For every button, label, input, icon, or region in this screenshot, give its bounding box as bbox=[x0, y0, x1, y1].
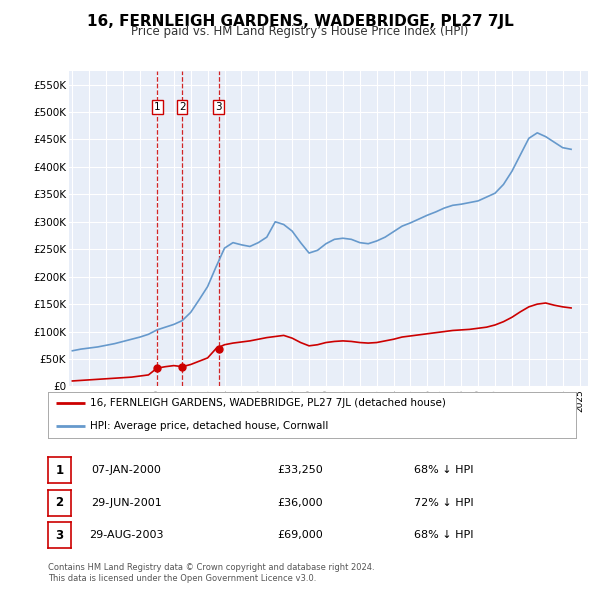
Text: Contains HM Land Registry data © Crown copyright and database right 2024.: Contains HM Land Registry data © Crown c… bbox=[48, 563, 374, 572]
Text: 16, FERNLEIGH GARDENS, WADEBRIDGE, PL27 7JL: 16, FERNLEIGH GARDENS, WADEBRIDGE, PL27 … bbox=[86, 14, 514, 28]
Text: Price paid vs. HM Land Registry’s House Price Index (HPI): Price paid vs. HM Land Registry’s House … bbox=[131, 25, 469, 38]
Text: This data is licensed under the Open Government Licence v3.0.: This data is licensed under the Open Gov… bbox=[48, 574, 316, 583]
Text: £36,000: £36,000 bbox=[277, 498, 323, 507]
Text: 3: 3 bbox=[55, 529, 64, 542]
Text: 16, FERNLEIGH GARDENS, WADEBRIDGE, PL27 7JL (detached house): 16, FERNLEIGH GARDENS, WADEBRIDGE, PL27 … bbox=[90, 398, 446, 408]
Text: 07-JAN-2000: 07-JAN-2000 bbox=[91, 466, 161, 475]
Text: 2: 2 bbox=[179, 102, 185, 112]
Text: 68% ↓ HPI: 68% ↓ HPI bbox=[414, 530, 474, 540]
Text: £69,000: £69,000 bbox=[277, 530, 323, 540]
Text: HPI: Average price, detached house, Cornwall: HPI: Average price, detached house, Corn… bbox=[90, 421, 329, 431]
Text: £33,250: £33,250 bbox=[277, 466, 323, 475]
Text: 1: 1 bbox=[154, 102, 161, 112]
Text: 1: 1 bbox=[55, 464, 64, 477]
Text: 2: 2 bbox=[55, 496, 64, 509]
Text: 72% ↓ HPI: 72% ↓ HPI bbox=[414, 498, 474, 507]
Text: 29-JUN-2001: 29-JUN-2001 bbox=[91, 498, 161, 507]
Text: 68% ↓ HPI: 68% ↓ HPI bbox=[414, 466, 474, 475]
Text: 3: 3 bbox=[215, 102, 222, 112]
Text: 29-AUG-2003: 29-AUG-2003 bbox=[89, 530, 163, 540]
